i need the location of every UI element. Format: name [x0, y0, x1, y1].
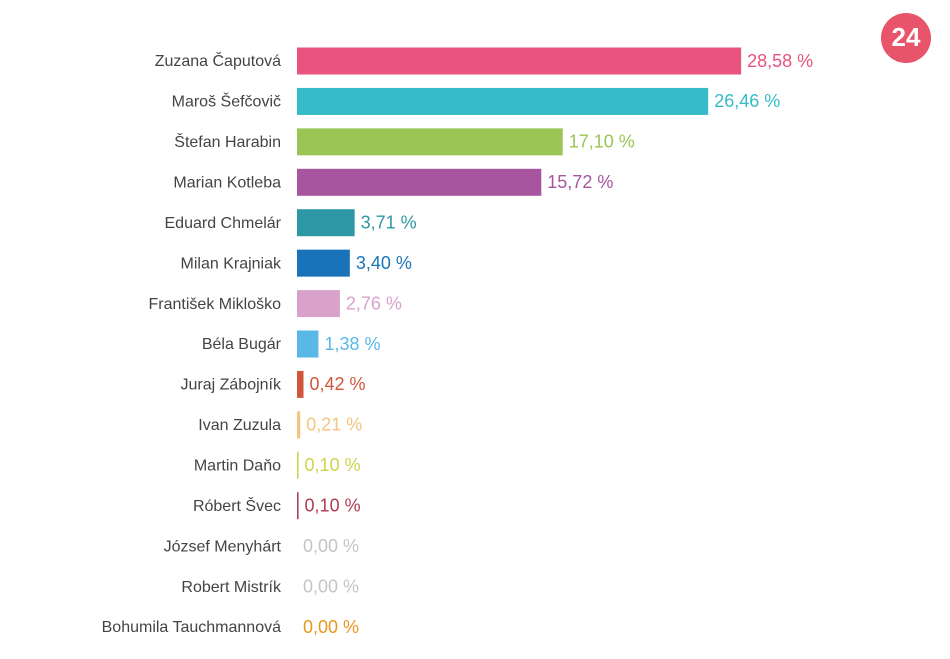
category-label: József Menyhárt	[164, 538, 282, 555]
category-label: Bohumila Tauchmannová	[102, 619, 281, 636]
value-label: 2,76 %	[346, 293, 402, 313]
value-label: 0,00 %	[303, 576, 359, 596]
value-label: 0,42 %	[310, 374, 366, 394]
category-label: Robert Mistrík	[181, 579, 282, 596]
bar	[297, 47, 742, 75]
bar	[297, 330, 319, 358]
logo-badge	[881, 13, 931, 63]
bar	[297, 411, 301, 439]
category-label: Milan Krajniak	[181, 255, 282, 272]
category-label: Róbert Švec	[193, 496, 281, 515]
category-label: Eduard Chmelár	[165, 215, 282, 232]
category-label: Martin Daňo	[194, 458, 281, 475]
category-label: Béla Bugár	[202, 336, 282, 353]
bar	[297, 492, 299, 520]
logo-text: 24	[892, 22, 921, 52]
bar	[297, 87, 709, 115]
value-label: 0,10 %	[305, 455, 361, 475]
value-label: 3,40 %	[356, 253, 412, 273]
category-label: Zuzana Čaputová	[155, 51, 281, 70]
category-label: Juraj Zábojník	[181, 377, 282, 394]
category-label: Maroš Šefčovič	[172, 92, 281, 111]
bar	[297, 451, 299, 479]
bar	[297, 168, 542, 196]
category-label: Marian Kotleba	[173, 175, 281, 192]
value-label: 1,38 %	[324, 334, 380, 354]
value-label: 0,00 %	[303, 617, 359, 637]
value-label: 28,58 %	[747, 51, 813, 71]
value-label: 15,72 %	[547, 172, 613, 192]
bar	[297, 249, 350, 277]
value-label: 3,71 %	[361, 212, 417, 232]
value-label: 0,00 %	[303, 536, 359, 556]
value-label: 0,10 %	[305, 495, 361, 515]
bar	[297, 370, 304, 398]
bar	[297, 209, 355, 237]
category-label: Ivan Zuzula	[198, 417, 281, 434]
category-label: František Mikloško	[149, 296, 282, 313]
value-label: 0,21 %	[306, 415, 362, 435]
bar	[297, 128, 563, 156]
value-label: 26,46 %	[714, 91, 780, 111]
value-label: 17,10 %	[569, 132, 635, 152]
category-label: Štefan Harabin	[174, 132, 281, 151]
bar	[297, 290, 340, 318]
